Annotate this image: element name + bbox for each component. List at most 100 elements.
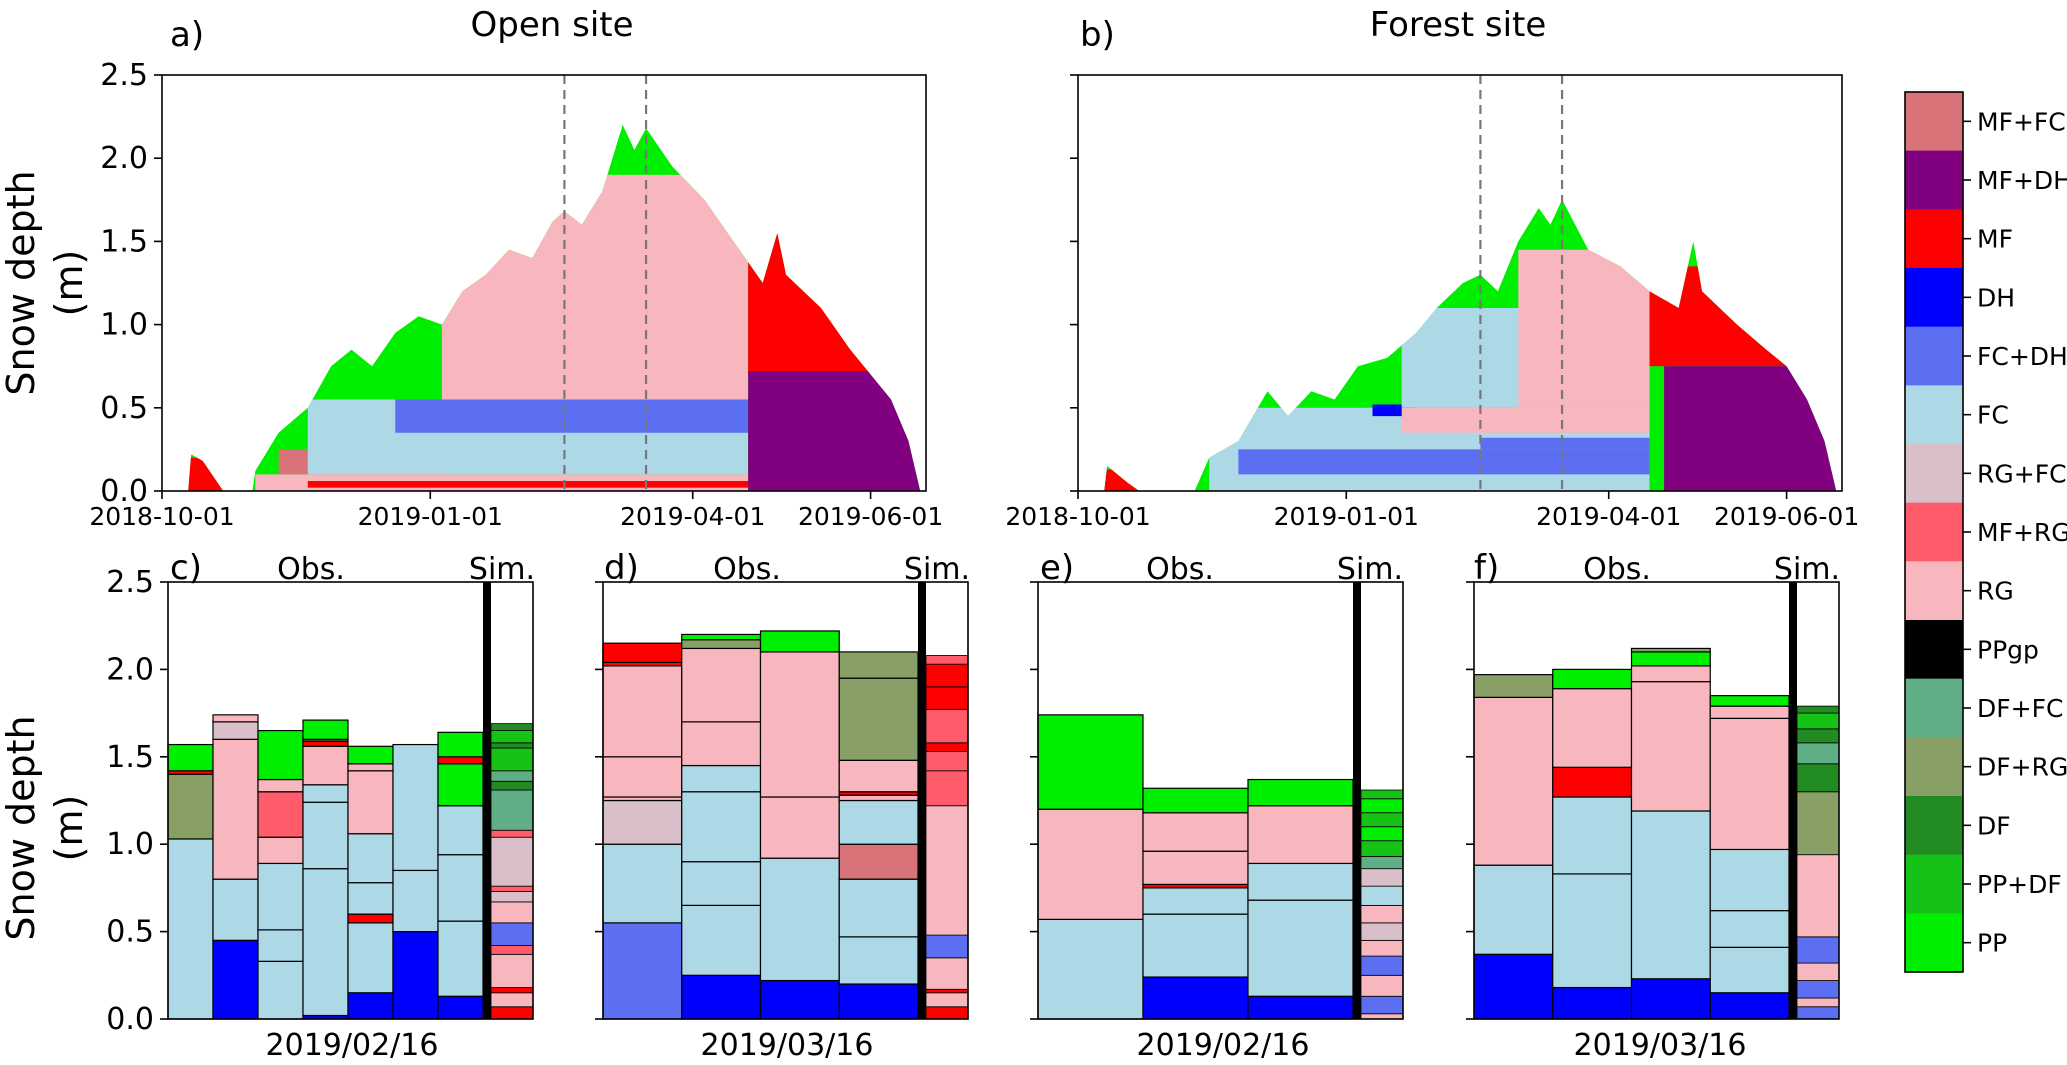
obs-layer [302,745,349,786]
obs-layer [1709,695,1790,707]
obs-layer [437,756,484,765]
panel-e-date: 2019/02/16 [1137,1028,1310,1063]
sim-layer [1360,789,1404,800]
sim-layer [1360,826,1404,842]
obs-layer [347,922,394,994]
legend-label: MF+RG [1977,518,2067,547]
obs-layer [392,869,439,933]
y-tick-label: 2.5 [100,58,148,93]
sim-layer [925,805,969,936]
sim-layer [1796,712,1840,730]
obs-layer [437,920,484,997]
obs-layer [1142,850,1249,886]
obs-layer [167,838,214,1020]
legend-swatch [1905,561,1963,621]
obs-layer [437,854,484,922]
obs-layer [681,647,762,723]
ylabel-top-line2: (m) [47,250,91,317]
legend-label: PP [1977,929,2007,958]
legend-swatch [1905,737,1963,797]
panel-c-date: 2019/02/16 [266,1028,439,1063]
legend-frame [1904,91,1964,973]
legend-swatch [1905,854,1963,914]
sim-layer [1796,728,1840,744]
sim-layer [1360,840,1404,857]
obs-layer [212,878,259,941]
obs-layer [302,801,349,870]
sim-layer [925,709,969,744]
ylabel-top: Snow depth (m) [0,170,91,395]
legend-swatch [1905,502,1963,562]
obs-layer [1552,873,1633,989]
legend-label: DF+RG [1977,753,2067,782]
obs-layer [1630,647,1711,653]
panel-c-sim-label: Sim. [469,552,535,587]
obs-layer [1709,946,1790,994]
layer-fc-dh [395,399,749,433]
sim-layer [1796,705,1840,714]
obs-layer [1552,688,1633,768]
legend-swatch [1905,326,1963,386]
obs-layer [838,936,919,985]
obs-layer [681,861,762,906]
obs-layer [1630,810,1711,980]
obs-layer [257,960,304,1020]
panel-a: 2018-10-01 2019-01-01 2019-04-01 2019-06-01… [89,58,943,531]
legend-swatch [1905,678,1963,738]
obs-layer [392,743,439,872]
obs-layer [347,770,394,835]
sim-layer [1360,798,1404,814]
sim-layer [490,747,534,772]
layer-rg [1518,249,1650,408]
legend-label: RG [1977,577,2014,606]
obs-layer [437,731,484,758]
obs-layer [167,773,214,840]
layer-dh [1372,404,1417,417]
obs-layer [1247,899,1354,997]
obs-layer [1247,995,1354,1020]
obs-layer [1247,862,1354,901]
legend-swatch [1905,620,1963,680]
obs-layer [602,665,683,758]
legend-label: MF+DH [1977,166,2067,195]
obs-layer [347,913,394,924]
obs-layer [1142,887,1249,915]
plot-frame-e [1037,581,1404,1020]
obs-layer [602,843,683,924]
y-tick-label: 0.5 [100,391,148,426]
obs-layer [1247,805,1354,865]
panel-e-sim-label: Sim. [1337,552,1403,587]
legend-swatch [1905,268,1963,328]
layer-rg [441,174,749,400]
ylabel-bottom-line2: (m) [47,795,91,862]
x-tick-label: 2019-04-01 [620,502,765,531]
layer-mf-dh [1664,366,1837,491]
legend-swatch [1905,385,1963,445]
panel-d-date: 2019/03/16 [701,1028,874,1063]
sim-layer [1360,885,1404,906]
plot-frame-a [161,74,927,492]
obs-layer [212,939,259,1020]
sim-layer [925,663,969,688]
panel-d [595,581,969,1020]
obs-layer [1709,717,1790,851]
y-tick-label: 1.0 [100,308,148,343]
obs-layer [759,630,840,653]
sim-layer [490,922,534,946]
panel-f-date: 2019/03/16 [1574,1028,1747,1063]
panel-f-obs-label: Obs. [1583,552,1651,587]
sim-layer [490,901,534,924]
obs-layer [681,721,762,767]
obs-layer [257,862,304,931]
sim-layer [1796,936,1840,964]
x-tick-label: 2019-06-01 [1714,502,1859,531]
obs-layer [302,740,349,747]
obs-layer [838,759,919,793]
legend-label: DF [1977,811,2011,840]
obs-layer [302,784,349,803]
sim-layer [925,770,969,807]
sim-layer [490,742,534,749]
obs-layer [602,922,683,1020]
plots: 2018-10-01 2019-01-01 2019-04-01 2019-06-01… [89,58,1859,1037]
obs-layer [257,836,304,865]
